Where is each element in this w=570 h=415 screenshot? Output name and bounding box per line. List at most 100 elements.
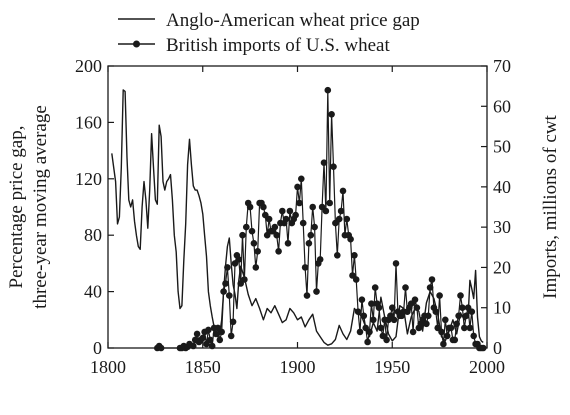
imports-point: [343, 215, 351, 223]
imports-point: [426, 284, 434, 291]
imports-point: [330, 163, 337, 170]
legend-label-price-gap: Anglo-American wheat price gap: [166, 10, 420, 31]
imports-point: [273, 231, 281, 239]
y-left-axis-title: three-year moving average: [30, 105, 51, 309]
imports-point: [466, 324, 474, 332]
imports-point: [222, 280, 229, 287]
x-tick-label: 1950: [374, 357, 410, 377]
imports-point: [239, 231, 246, 239]
y-right-tick-label: 0: [493, 338, 502, 358]
imports-point: [216, 336, 224, 344]
imports-point: [347, 235, 354, 243]
imports-point: [316, 256, 324, 263]
imports-point: [461, 324, 468, 332]
y-right-tick-label: 10: [493, 298, 511, 318]
imports-point: [284, 240, 292, 247]
imports-point: [246, 203, 254, 211]
imports-point: [301, 264, 309, 271]
imports-point: [248, 227, 256, 235]
y-left-axis-title: Percentage price gap,: [6, 126, 27, 289]
imports-point: [371, 284, 379, 291]
imports-point: [402, 284, 409, 291]
imports-point: [282, 215, 290, 223]
imports-point: [311, 223, 318, 231]
imports-point: [205, 326, 212, 334]
y-left-tick-label: 160: [75, 112, 102, 132]
imports-point: [457, 292, 464, 299]
imports-point: [241, 276, 248, 283]
imports-point: [409, 328, 417, 336]
imports-point: [320, 159, 328, 166]
imports-point: [360, 312, 368, 320]
axes-layer: 1800 1850 1900 1950 200004080120160200010203…: [6, 56, 561, 377]
imports-point: [470, 332, 478, 340]
imports-point: [462, 312, 470, 320]
imports-point: [313, 288, 320, 295]
imports-point: [207, 336, 214, 344]
y-left-tick-label: 40: [84, 282, 102, 302]
imports-point: [411, 296, 419, 304]
imports-point: [298, 175, 305, 183]
imports-point: [413, 304, 421, 312]
imports-point: [224, 264, 231, 271]
y-right-tick-label: 70: [493, 56, 511, 76]
y-right-tick-label: 50: [493, 137, 511, 157]
imports-point: [440, 340, 447, 348]
imports-point: [199, 334, 207, 342]
imports-point: [324, 86, 332, 94]
plot-frame: [107, 65, 488, 349]
imports-point: [383, 336, 390, 344]
imports-point: [227, 332, 235, 340]
imports-point: [309, 203, 317, 211]
imports-point: [299, 219, 307, 227]
imports-point: [390, 316, 398, 324]
imports-point: [451, 336, 459, 344]
imports-point: [218, 328, 225, 336]
imports-point: [370, 316, 377, 324]
imports-point: [326, 199, 334, 207]
imports-point: [368, 300, 375, 308]
imports-point: [335, 215, 343, 223]
imports-point: [455, 312, 462, 320]
imports-point: [354, 308, 362, 316]
y-right-tick-label: 60: [493, 96, 511, 116]
imports-point: [254, 248, 261, 255]
imports-point: [286, 207, 294, 215]
imports-point: [425, 312, 432, 320]
imports-point: [377, 324, 385, 332]
imports-point: [392, 260, 400, 267]
imports-point: [423, 320, 430, 328]
imports-point: [279, 207, 286, 215]
imports-point: [375, 304, 383, 312]
price-gap-line: [111, 89, 484, 346]
imports-point: [212, 330, 220, 338]
imports-point: [243, 223, 250, 231]
imports-point: [271, 223, 279, 231]
y-left-tick-label: 80: [84, 225, 102, 245]
legend: Anglo-American wheat price gap British im…: [118, 10, 420, 56]
legend-marker-imports: [133, 40, 140, 48]
imports-point: [453, 320, 461, 328]
imports-point: [220, 288, 227, 295]
imports-point: [265, 215, 273, 223]
x-tick-label: 2000: [469, 357, 505, 377]
y-left-tick-label: 120: [75, 169, 102, 189]
imports-point: [292, 211, 299, 219]
x-tick-label: 1900: [280, 357, 316, 377]
series-layer: [111, 86, 487, 352]
y-right-tick-label: 40: [493, 177, 511, 197]
y-right-axis-title: Imports, millions of cwt: [540, 114, 561, 298]
y-right-tick-label: 20: [493, 257, 511, 277]
imports-point: [322, 207, 330, 215]
imports-point: [328, 111, 335, 118]
imports-point: [303, 292, 311, 299]
imports-point: [438, 328, 445, 336]
imports-point: [428, 276, 436, 283]
imports-point: [334, 252, 341, 259]
imports-point: [352, 276, 360, 283]
imports-point: [305, 240, 313, 247]
imports-point: [436, 292, 443, 299]
imports-point: [193, 330, 201, 338]
y-right-tick-label: 30: [493, 217, 511, 237]
